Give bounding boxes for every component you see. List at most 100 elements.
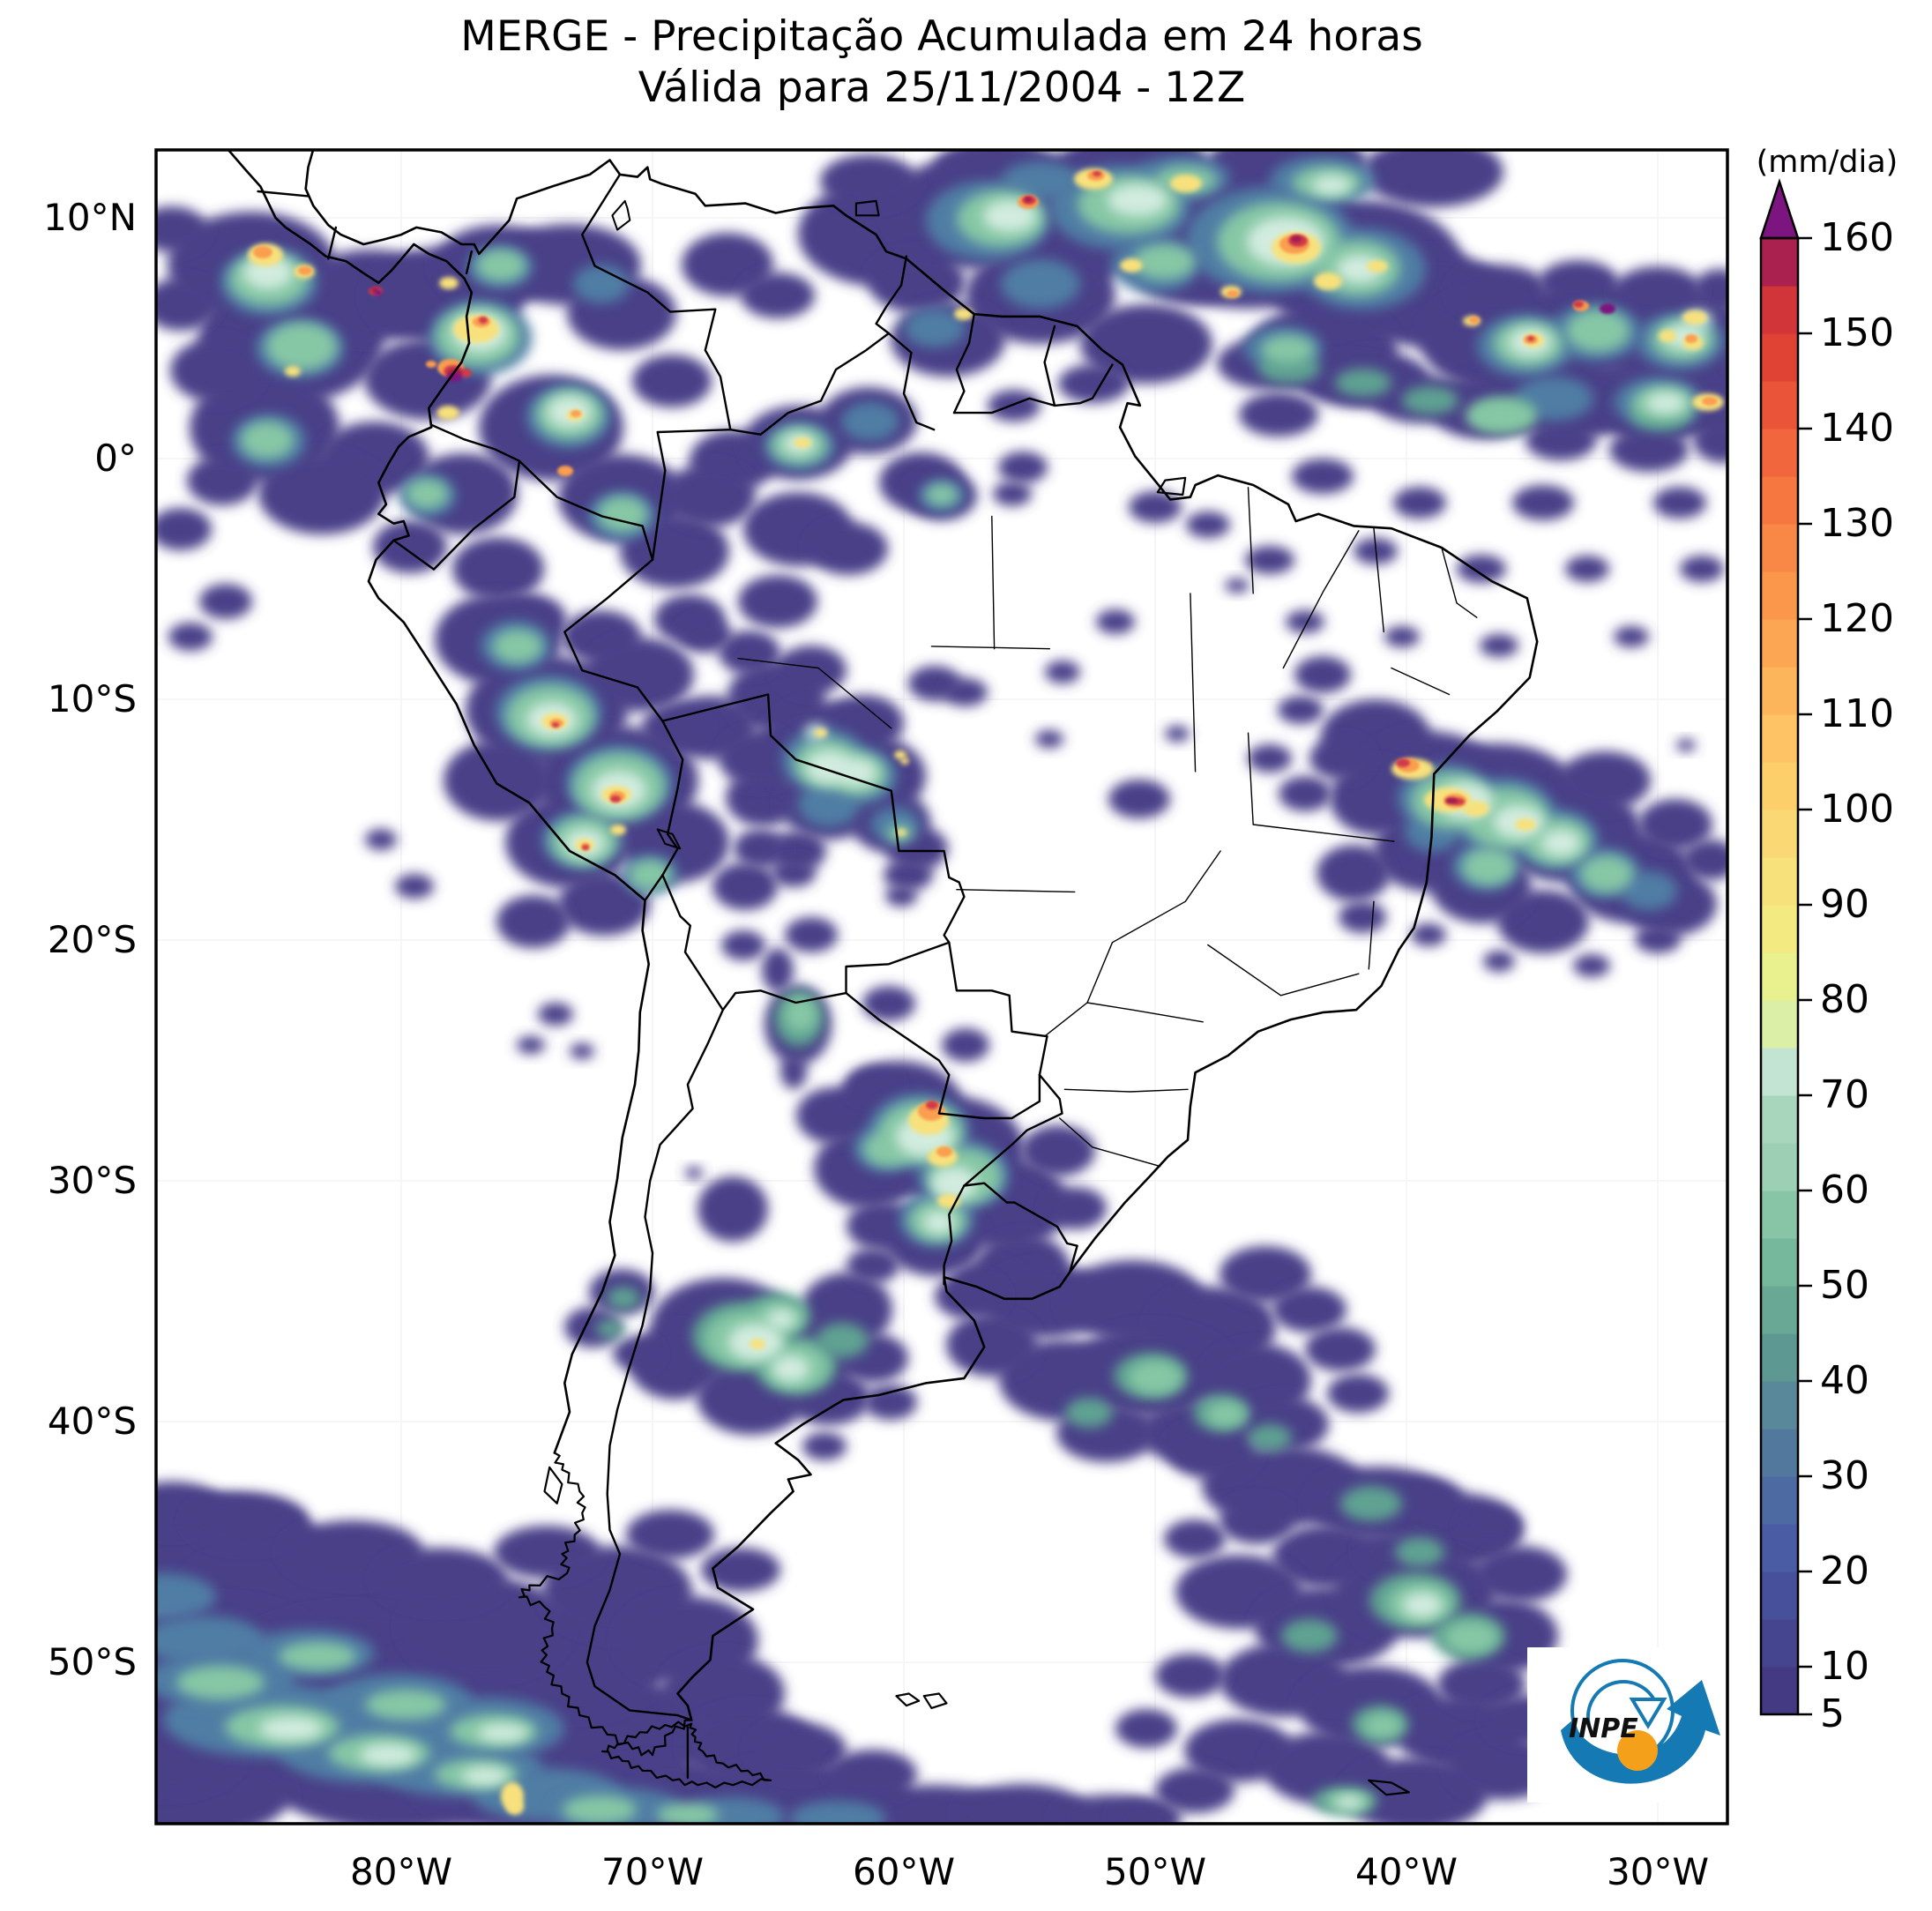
colorbar-tick-label: 50 <box>1820 1263 1869 1308</box>
lat-tick-label: 30°S <box>47 1159 137 1202</box>
country-border <box>661 693 966 944</box>
lat-tick-label: 10°N <box>43 196 137 239</box>
country-border <box>661 720 684 877</box>
colorbar-tick-label: 5 <box>1820 1691 1845 1736</box>
lat-tick-label: 20°S <box>47 918 137 961</box>
state-border <box>1190 593 1197 773</box>
country-border <box>963 1073 1063 1187</box>
colorbar-tick-label: 140 <box>1820 406 1894 451</box>
country-border <box>952 397 1056 414</box>
country-border <box>661 874 724 1011</box>
colorbar-tick-label: 10 <box>1820 1644 1869 1689</box>
island-outline <box>543 1466 563 1504</box>
state-border <box>1111 850 1221 944</box>
coastlines-and-borders <box>227 150 1539 1796</box>
country-border <box>644 874 664 902</box>
island-outline <box>1368 1779 1410 1796</box>
country-border <box>586 1008 724 1721</box>
state-border <box>737 657 892 729</box>
state-border <box>1282 530 1360 669</box>
logo-orange-ball-icon <box>1617 1730 1658 1771</box>
country-border <box>845 991 1041 1120</box>
coastline-west <box>227 150 651 1454</box>
state-border <box>1247 732 1254 825</box>
colorbar-tick-label: 90 <box>1820 882 1869 927</box>
state-border <box>1441 547 1478 618</box>
country-border <box>721 989 847 1011</box>
country-border <box>1043 325 1056 407</box>
country-border <box>1053 363 1114 407</box>
country-border <box>887 332 936 431</box>
colorbar-tick-label: 110 <box>1820 691 1894 736</box>
lat-tick-label: 50°S <box>47 1640 137 1683</box>
country-border <box>943 1184 966 1286</box>
state-border <box>956 889 1076 893</box>
colorbar <box>1759 177 1812 1716</box>
island-outline <box>895 1692 921 1707</box>
colorbar-unit-label: (mm/dia) <box>1756 145 1898 180</box>
state-border <box>991 515 996 650</box>
lat-tick-label: 0° <box>94 437 137 480</box>
precipitation-field <box>156 150 1727 1824</box>
country-border <box>875 255 908 335</box>
lake-outline <box>611 199 631 231</box>
island-outline <box>854 199 880 217</box>
island-outline <box>1156 476 1187 496</box>
state-border <box>1373 527 1385 633</box>
colorbar-tick-label: 130 <box>1820 501 1894 546</box>
country-border <box>845 941 951 995</box>
lat-tick-label: 10°S <box>47 677 137 720</box>
state-border <box>1207 944 1360 997</box>
colorbar-tick-label: 30 <box>1820 1453 1869 1498</box>
colorbar-tick-label: 100 <box>1820 787 1894 832</box>
coastline-fjords <box>518 1452 693 1757</box>
state-border <box>1247 487 1254 594</box>
logo-swirl-inner <box>1586 1680 1660 1726</box>
country-border <box>563 558 664 722</box>
logo-arrow-down-icon <box>1629 1698 1667 1729</box>
country-border <box>257 190 310 198</box>
country-border <box>327 226 338 260</box>
logo-text: INPE <box>1569 1713 1638 1744</box>
colorbar-tick-label: 20 <box>1820 1549 1869 1594</box>
state-border <box>1086 1002 1204 1023</box>
state-border <box>1043 941 1114 1037</box>
country-border <box>952 313 976 414</box>
coastline-east <box>304 150 1539 1721</box>
page-title-line2: Válida para 25/11/2004 - 12Z <box>638 63 1246 112</box>
country-border <box>651 429 732 561</box>
colorbar-tick-label: 40 <box>1820 1358 1869 1403</box>
colorbar-tick-label: 60 <box>1820 1168 1869 1213</box>
country-border <box>581 173 732 431</box>
lat-tick-label: 40°S <box>47 1400 137 1443</box>
colorbar-tick-label: 80 <box>1820 977 1869 1022</box>
country-border <box>963 1182 1078 1273</box>
country-border <box>392 459 521 571</box>
colorbar-tick-label: 70 <box>1820 1072 1869 1117</box>
page-title-line1: MERGE - Precipitação Acumulada em 24 hor… <box>460 12 1423 61</box>
logo-swoosh <box>1561 1680 1720 1784</box>
country-border <box>430 423 521 462</box>
colorbar-tick-label: 160 <box>1820 215 1894 260</box>
country-border <box>729 332 891 436</box>
state-border <box>1368 900 1375 970</box>
state-border <box>1391 667 1451 696</box>
lon-tick-label: 50°W <box>1104 1850 1206 1893</box>
lon-tick-label: 70°W <box>601 1850 704 1893</box>
state-border <box>1058 1117 1161 1168</box>
island-outline <box>922 1692 948 1710</box>
inpe-logo: INPE <box>1561 1659 1720 1784</box>
lon-tick-label: 30°W <box>1607 1850 1709 1893</box>
colorbar-tick-label: 150 <box>1820 310 1894 355</box>
country-border <box>948 941 1048 1077</box>
lon-tick-label: 60°W <box>853 1850 955 1893</box>
island-outline <box>600 1721 772 1789</box>
map-frame <box>154 148 1729 1825</box>
state-border <box>1252 824 1395 842</box>
state-border <box>1063 1088 1189 1093</box>
country-border <box>518 459 654 561</box>
colorbar-tick-label: 120 <box>1820 596 1894 641</box>
lon-tick-label: 40°W <box>1355 1850 1458 1893</box>
